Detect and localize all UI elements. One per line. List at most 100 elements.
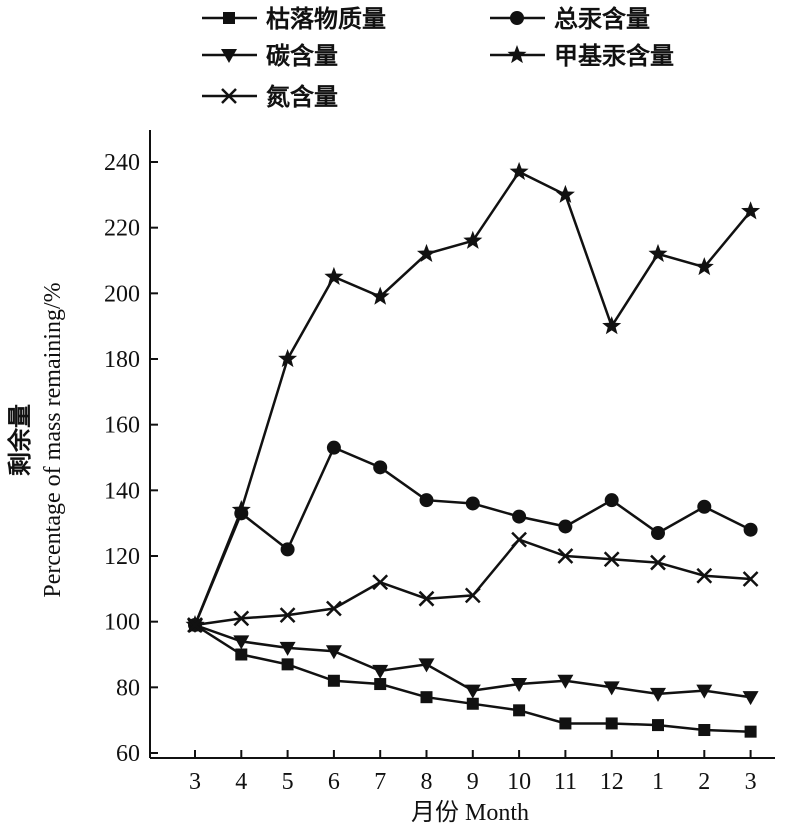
axes [149,130,775,759]
y-ticks: 60 80 100 120 140 160 180 200 220 240 [104,150,158,767]
data-point-x [372,574,389,591]
data-point-triangle-down [650,687,666,702]
data-point-square [744,725,757,738]
series-line [194,623,751,733]
data-point-x [557,548,574,564]
legend-item: 枯落物质量 [202,5,386,33]
data-point-square [559,717,572,730]
data-point-star [602,316,622,335]
legend-label: 甲基汞含量 [554,42,674,70]
data-point-x [187,617,203,633]
data-point-x [650,554,666,571]
data-point-star [231,500,251,519]
legend-item: 碳含量 [202,42,338,70]
y-axis-title-cn: 剩余量 [6,404,34,476]
x-tick-label: 9 [467,769,479,795]
data-point-x [696,567,713,584]
x-tick-label: 7 [374,769,386,795]
x-tick-label: 4 [235,769,247,795]
legend-item: 总汞含量 [490,5,650,33]
data-point-x [464,587,481,604]
x-tick-label: 5 [282,769,294,795]
series-4 [187,531,759,633]
x-tick-label: 3 [189,769,201,795]
legend-marker-triangle-down [221,49,237,63]
data-point-square [652,719,664,732]
legend-marker-x [221,88,237,104]
data-point-circle [465,496,480,511]
y-tick-label: 60 [116,741,140,767]
y-tick-label: 120 [104,544,140,570]
data-point-star [555,184,575,203]
series-3 [185,161,761,634]
data-point-circle [743,522,758,537]
data-point-star [648,243,668,263]
legend-label: 总汞含量 [554,5,650,33]
data-point-circle [419,493,434,508]
legend-item: 氮含量 [202,83,338,111]
legend-item: 甲基汞含量 [490,42,674,70]
data-point-triangle-down [233,635,250,650]
data-point-square [235,648,248,661]
legend-marker-star [507,45,527,64]
x-tick-label: 2 [698,769,710,795]
data-point-circle [604,493,619,508]
data-point-triangle-down [279,641,296,656]
data-point-x [279,607,296,623]
data-point-square [420,691,433,704]
data-point-circle [697,499,712,514]
y-tick-label: 220 [104,216,140,242]
legend-label: 枯落物质量 [266,5,386,33]
x-axis-title: 月份 Month [411,799,529,826]
data-point-square [698,724,711,737]
y-axis-title: Percentage of mass remaining/% [40,282,66,597]
data-point-square [513,704,526,717]
data-point-star [509,161,529,180]
data-point-square [281,658,294,671]
data-point-circle [558,519,573,534]
series-1 [188,440,758,632]
data-point-x [742,571,759,587]
y-tick-label: 100 [104,610,140,636]
data-point-star [741,201,761,220]
data-point-square [374,678,387,691]
data-point-triangle-down [372,664,389,679]
data-point-circle [651,526,665,541]
data-point-star [694,257,714,276]
y-tick-label: 140 [104,478,140,504]
x-tick-label: 12 [600,769,624,795]
data-point-star [463,230,483,249]
data-point-circle [373,460,388,475]
data-point-x [418,590,435,607]
series-group [185,161,761,738]
data-point-triangle-down [418,658,435,673]
data-point-square [466,697,479,710]
data-point-circle [512,509,527,524]
data-point-star [370,286,390,305]
y-tick-label: 80 [116,675,140,701]
x-tick-label: 6 [328,769,340,795]
data-point-square [327,674,340,687]
y-tick-label: 160 [104,413,140,439]
data-point-triangle-down [325,645,342,660]
data-point-triangle-down [511,678,528,693]
y-tick-label: 240 [104,150,140,176]
series-line [193,445,752,626]
series-0 [189,618,757,738]
data-point-x [326,600,342,617]
data-point-x [511,531,527,548]
x-tick-label: 8 [421,769,433,795]
data-point-star [278,349,298,368]
data-point-triangle-down [742,691,759,706]
data-point-square [605,717,618,730]
data-point-star [324,266,344,286]
series-2 [187,618,759,706]
y-tick-label: 200 [104,281,140,307]
data-point-x [233,610,250,627]
x-tick-label: 11 [554,769,577,795]
data-point-triangle-down [603,681,620,696]
x-tick-label: 10 [507,769,531,795]
